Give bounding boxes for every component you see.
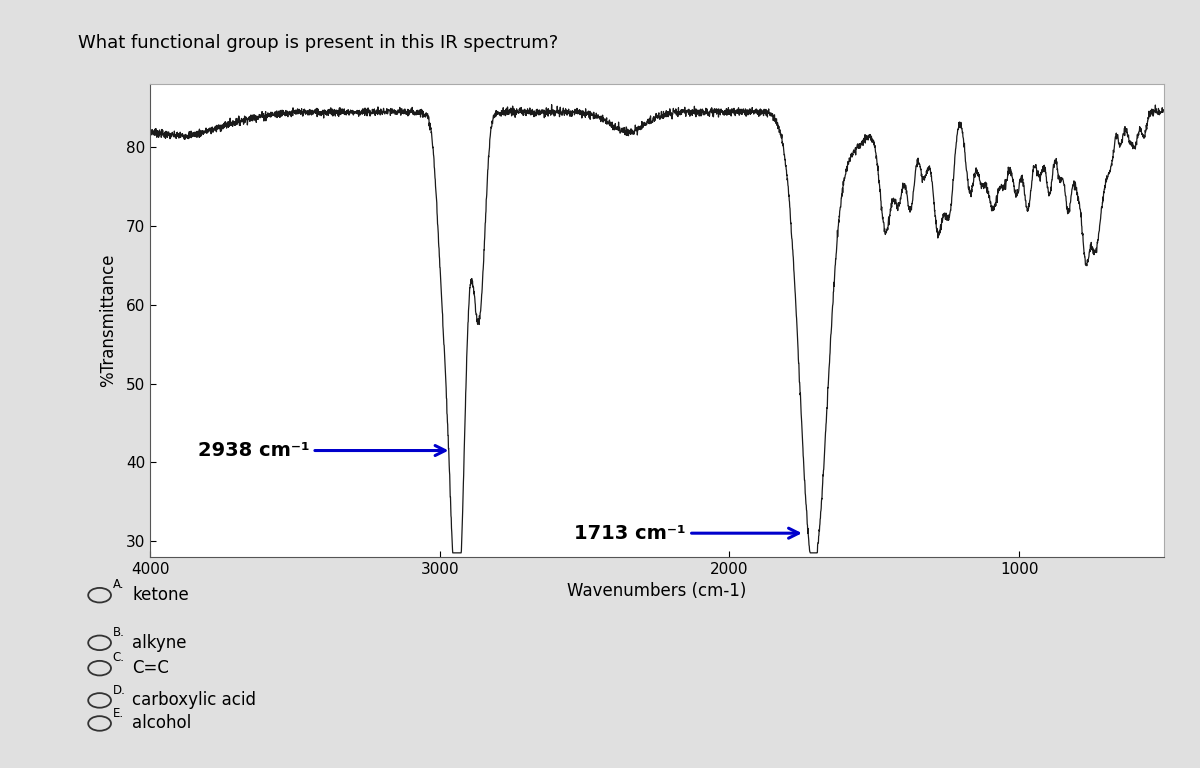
Text: carboxylic acid: carboxylic acid (132, 691, 256, 710)
Text: A.: A. (113, 578, 125, 591)
Text: D.: D. (113, 684, 126, 697)
X-axis label: Wavenumbers (cm-1): Wavenumbers (cm-1) (568, 582, 746, 601)
Text: alkyne: alkyne (132, 634, 186, 652)
Y-axis label: %Transmittance: %Transmittance (100, 254, 118, 387)
Text: 1713 cm⁻¹: 1713 cm⁻¹ (575, 524, 798, 543)
Text: ketone: ketone (132, 586, 188, 604)
Text: E.: E. (113, 707, 124, 720)
Text: C.: C. (113, 651, 125, 664)
Text: B.: B. (113, 626, 125, 639)
Text: 2938 cm⁻¹: 2938 cm⁻¹ (198, 441, 445, 460)
Text: What functional group is present in this IR spectrum?: What functional group is present in this… (78, 34, 558, 51)
Text: C=C: C=C (132, 659, 169, 677)
Text: alcohol: alcohol (132, 714, 191, 733)
